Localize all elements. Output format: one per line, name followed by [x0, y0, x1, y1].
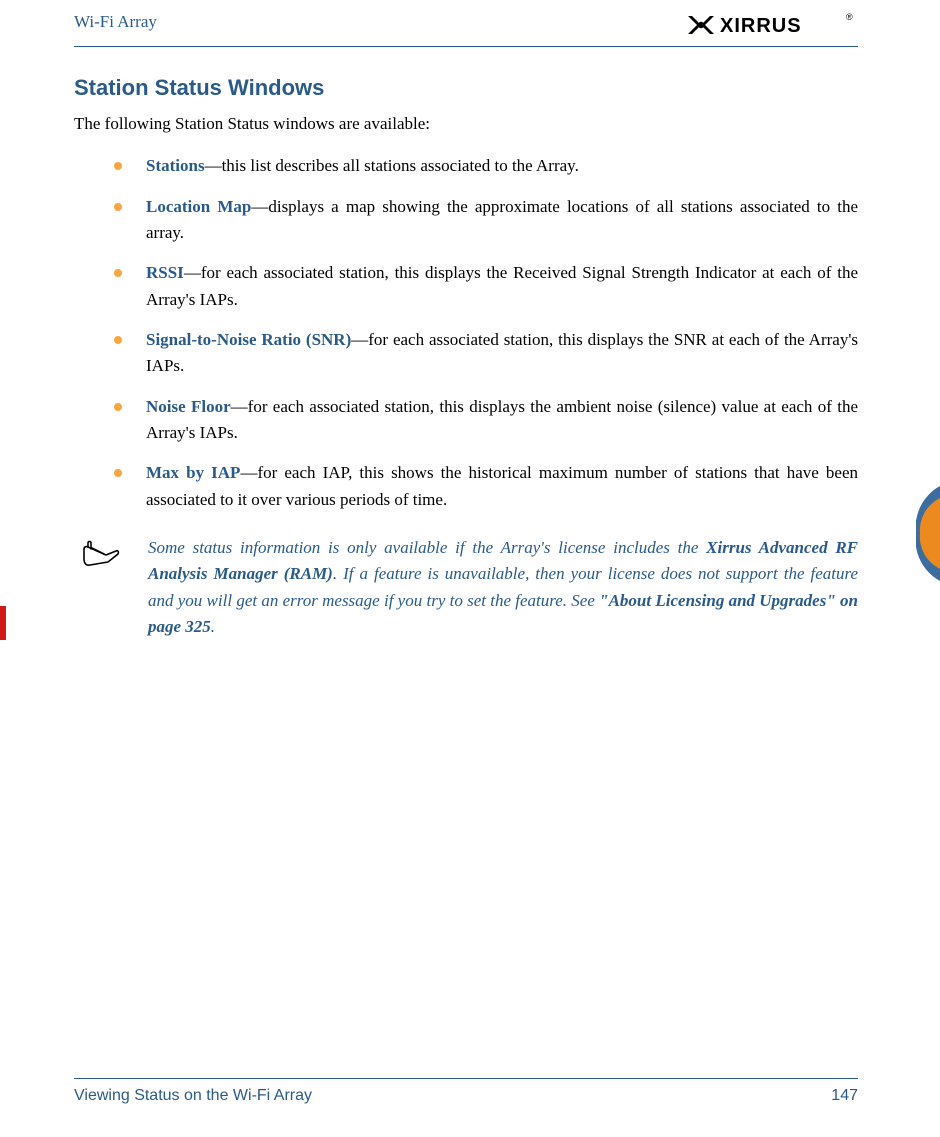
svg-text:XIRRUS: XIRRUS — [720, 15, 802, 37]
note-text: Some status information is only availabl… — [148, 535, 858, 640]
note-post: . — [211, 617, 215, 636]
footer-page-number: 147 — [831, 1087, 858, 1105]
brand-logo: XIRRUS ® — [688, 12, 858, 38]
desc: —for each IAP, this shows the historical… — [146, 463, 858, 508]
term-noise-floor: Noise Floor — [146, 397, 231, 416]
intro-paragraph: The following Station Status windows are… — [74, 111, 858, 137]
term-stations: Stations — [146, 156, 205, 175]
note-hand-icon — [78, 535, 148, 640]
list-item: Noise Floor—for each associated station,… — [114, 394, 858, 447]
page-header: Wi-Fi Array XIRRUS ® — [74, 12, 858, 47]
svg-text:®: ® — [846, 12, 853, 22]
section-title: Station Status Windows — [74, 75, 858, 101]
term-rssi: RSSI — [146, 263, 184, 282]
side-tab-icon — [916, 486, 940, 581]
desc: —displays a map showing the approximate … — [146, 197, 858, 242]
footer-section: Viewing Status on the Wi-Fi Array — [74, 1087, 312, 1105]
list-item: RSSI—for each associated station, this d… — [114, 260, 858, 313]
note-pre: Some status information is only availabl… — [148, 538, 706, 557]
term-location-map: Location Map — [146, 197, 251, 216]
page-footer: Viewing Status on the Wi-Fi Array 147 — [74, 1078, 858, 1105]
left-revision-mark-icon — [0, 606, 6, 640]
term-snr: Signal-to-Noise Ratio (SNR) — [146, 330, 351, 349]
note-block: Some status information is only availabl… — [78, 535, 858, 640]
desc: —for each associated station, this displ… — [146, 397, 858, 442]
list-item: Max by IAP—for each IAP, this shows the … — [114, 460, 858, 513]
windows-list: Stations—this list describes all station… — [114, 153, 858, 513]
running-head: Wi-Fi Array — [74, 12, 157, 32]
desc: —for each associated station, this displ… — [146, 263, 858, 308]
list-item: Signal-to-Noise Ratio (SNR)—for each ass… — [114, 327, 858, 380]
list-item: Stations—this list describes all station… — [114, 153, 858, 179]
desc: —this list describes all stations associ… — [205, 156, 579, 175]
term-max-by-iap: Max by IAP — [146, 463, 240, 482]
list-item: Location Map—displays a map showing the … — [114, 194, 858, 247]
page-root: Wi-Fi Array XIRRUS ® Station Status Wind… — [0, 0, 940, 1137]
